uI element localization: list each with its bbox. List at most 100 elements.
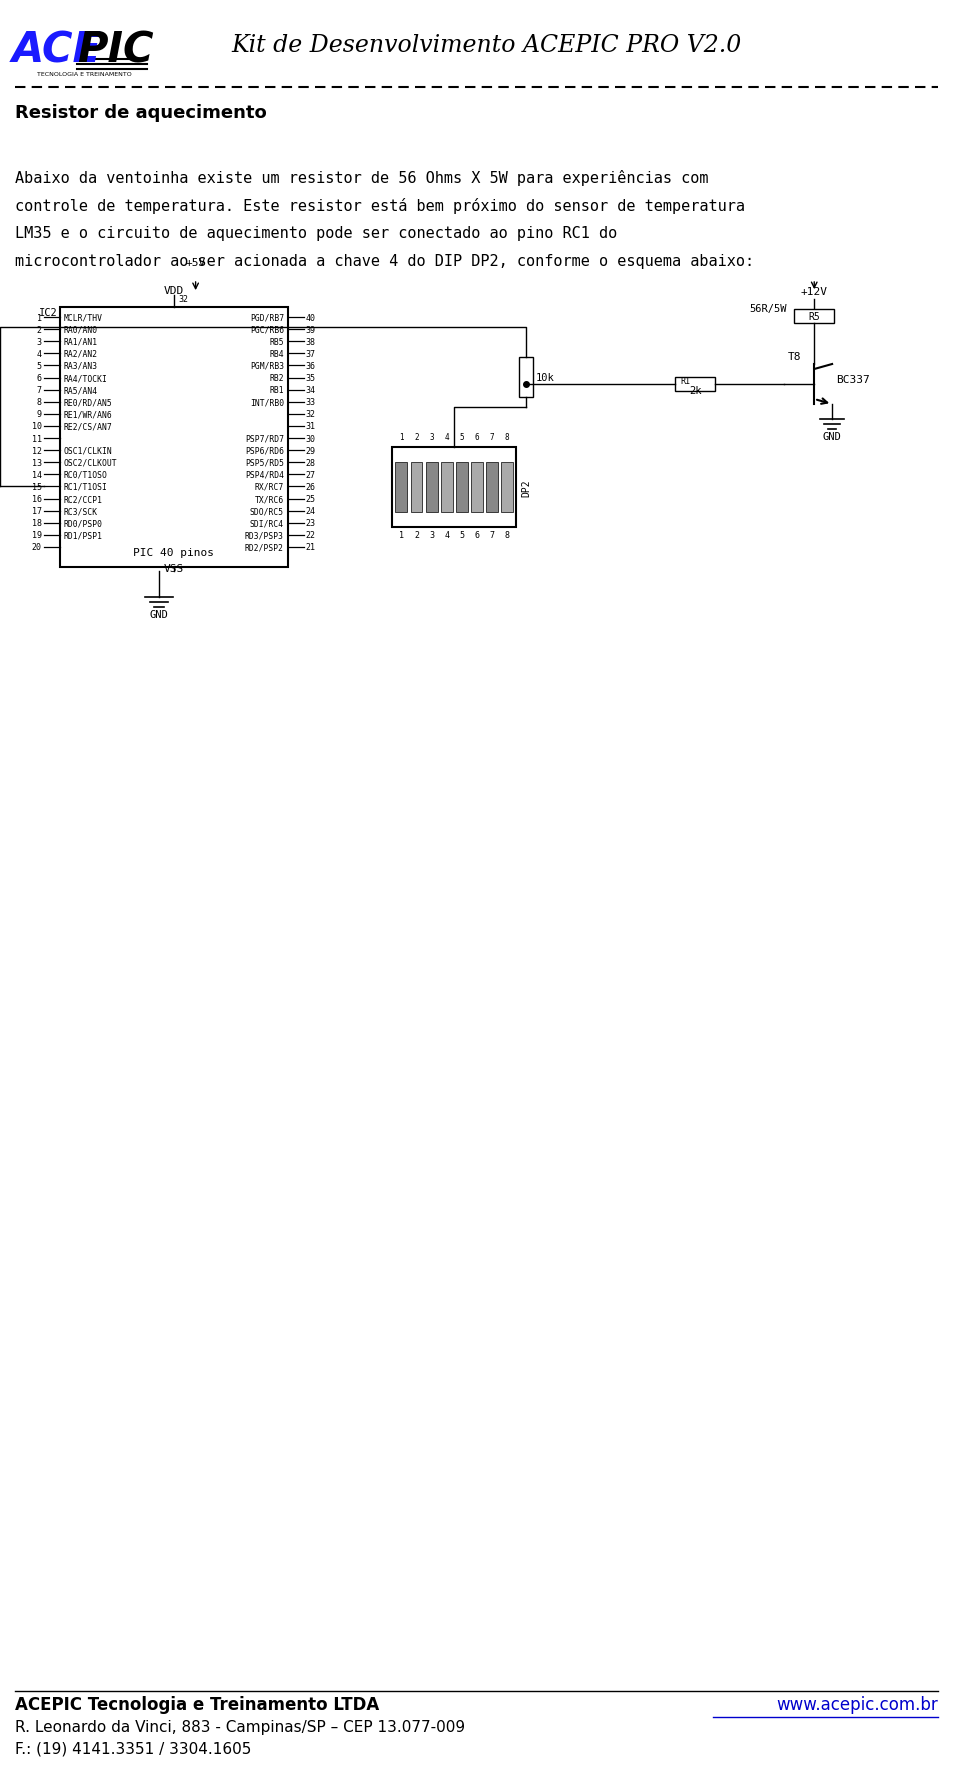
Text: T8: T8 — [787, 351, 802, 362]
Text: Resistor de aquecimento: Resistor de aquecimento — [15, 105, 267, 122]
Text: R5: R5 — [808, 312, 820, 323]
Text: 6: 6 — [474, 433, 479, 441]
Text: PSP5/RD5: PSP5/RD5 — [245, 459, 284, 468]
Bar — [411, 463, 422, 512]
Text: Abaixo da ventoinha existe um resistor de 56 Ohms X 5W para experiências com: Abaixo da ventoinha existe um resistor d… — [15, 170, 708, 186]
Text: 10k: 10k — [537, 372, 555, 383]
Text: IC2: IC2 — [38, 309, 58, 317]
Text: 1: 1 — [399, 433, 404, 441]
Text: 11: 11 — [32, 434, 41, 443]
Text: RC1/T1OSI: RC1/T1OSI — [63, 482, 108, 491]
Text: 21: 21 — [306, 543, 316, 551]
Text: 1: 1 — [36, 314, 41, 323]
Text: RC0/T1OSO: RC0/T1OSO — [63, 470, 108, 480]
Text: PGD/RB7: PGD/RB7 — [250, 314, 284, 323]
Text: +5V: +5V — [185, 257, 205, 268]
Text: RB1: RB1 — [270, 387, 284, 395]
Text: 4: 4 — [36, 349, 41, 358]
Text: 18: 18 — [32, 519, 41, 528]
Text: ACEPIC Tecnologia e Treinamento LTDA: ACEPIC Tecnologia e Treinamento LTDA — [15, 1695, 379, 1713]
Text: PSP6/RD6: PSP6/RD6 — [245, 447, 284, 456]
Text: 2k: 2k — [689, 387, 702, 395]
Text: 26: 26 — [306, 482, 316, 491]
Bar — [486, 463, 498, 512]
Text: 1: 1 — [399, 530, 404, 539]
Text: 3: 3 — [429, 433, 434, 441]
Bar — [441, 463, 453, 512]
Text: 32: 32 — [179, 294, 189, 303]
Text: PIC 40 pinos: PIC 40 pinos — [133, 548, 214, 558]
Text: 19: 19 — [32, 532, 41, 541]
Text: microcontrolador ao ser acionada a chave 4 do DIP DP2, conforme o esquema abaixo: microcontrolador ao ser acionada a chave… — [15, 254, 754, 269]
Text: 28: 28 — [306, 459, 316, 468]
Text: 22: 22 — [306, 532, 316, 541]
Text: 2: 2 — [414, 530, 419, 539]
Text: 3: 3 — [36, 337, 41, 346]
Bar — [393, 449, 516, 528]
Text: VDD: VDD — [163, 285, 184, 296]
Bar — [471, 463, 483, 512]
Text: RD3/PSP3: RD3/PSP3 — [245, 532, 284, 541]
Text: 8: 8 — [505, 433, 510, 441]
Text: TECNOLOGIA E TREINAMENTO: TECNOLOGIA E TREINAMENTO — [37, 73, 132, 76]
Text: 13: 13 — [32, 459, 41, 468]
Bar — [519, 358, 533, 397]
Text: VSS: VSS — [163, 564, 184, 574]
Text: RD1/PSP1: RD1/PSP1 — [63, 532, 103, 541]
Text: PIC: PIC — [78, 28, 154, 71]
Text: SDI/RC4: SDI/RC4 — [250, 519, 284, 528]
Text: 7: 7 — [490, 530, 494, 539]
Text: ACE: ACE — [12, 28, 102, 71]
Text: Kit de Desenvolvimento ACEPIC PRO V2.0: Kit de Desenvolvimento ACEPIC PRO V2.0 — [231, 34, 742, 57]
Text: PGC/RB6: PGC/RB6 — [250, 326, 284, 335]
Text: OSC2/CLKOUT: OSC2/CLKOUT — [63, 459, 117, 468]
Text: PSP7/RD7: PSP7/RD7 — [245, 434, 284, 443]
Text: 56R/5W: 56R/5W — [750, 303, 787, 314]
Text: PSP4/RD4: PSP4/RD4 — [245, 470, 284, 480]
Text: GND: GND — [150, 610, 168, 619]
Text: RA2/AN2: RA2/AN2 — [63, 349, 98, 358]
Text: 5: 5 — [460, 433, 464, 441]
Text: INT/RB0: INT/RB0 — [250, 397, 284, 408]
Text: SDO/RC5: SDO/RC5 — [250, 507, 284, 516]
Text: 3: 3 — [429, 530, 434, 539]
Text: 38: 38 — [306, 337, 316, 346]
Text: 32: 32 — [306, 410, 316, 418]
Text: 37: 37 — [306, 349, 316, 358]
Text: MCLR/THV: MCLR/THV — [63, 314, 103, 323]
Text: RC2/CCP1: RC2/CCP1 — [63, 495, 103, 504]
Text: 6: 6 — [36, 374, 41, 383]
Text: 36: 36 — [306, 362, 316, 371]
Text: 40: 40 — [306, 314, 316, 323]
Text: 17: 17 — [32, 507, 41, 516]
Text: TX/RC6: TX/RC6 — [254, 495, 284, 504]
Text: 4: 4 — [444, 530, 449, 539]
Bar — [396, 463, 407, 512]
Text: R1: R1 — [680, 376, 690, 385]
Text: 33: 33 — [306, 397, 316, 408]
Text: 8: 8 — [36, 397, 41, 408]
Text: RA0/AN0: RA0/AN0 — [63, 326, 98, 335]
Bar — [456, 463, 468, 512]
Text: 16: 16 — [32, 495, 41, 504]
Text: 15: 15 — [32, 482, 41, 491]
Text: LM35 e o circuito de aquecimento pode ser conectado ao pino RC1 do: LM35 e o circuito de aquecimento pode se… — [15, 225, 617, 241]
Text: 25: 25 — [306, 495, 316, 504]
Text: RE0/RD/AN5: RE0/RD/AN5 — [63, 397, 112, 408]
Text: RX/RC7: RX/RC7 — [254, 482, 284, 491]
Text: R. Leonardo da Vinci, 883 - Campinas/SP – CEP 13.077-009: R. Leonardo da Vinci, 883 - Campinas/SP … — [15, 1720, 465, 1734]
Text: 4: 4 — [444, 433, 449, 441]
Text: 29: 29 — [306, 447, 316, 456]
Text: 24: 24 — [306, 507, 316, 516]
Text: 2: 2 — [414, 433, 419, 441]
Text: www.acepic.com.br: www.acepic.com.br — [777, 1695, 938, 1713]
Text: RD2/PSP2: RD2/PSP2 — [245, 543, 284, 551]
Text: RB4: RB4 — [270, 349, 284, 358]
Text: RB5: RB5 — [270, 337, 284, 346]
Text: RA5/AN4: RA5/AN4 — [63, 387, 98, 395]
Text: 14: 14 — [32, 470, 41, 480]
Text: BC337: BC337 — [836, 374, 870, 385]
Text: 31: 31 — [306, 422, 316, 431]
Text: RA4/TOCKI: RA4/TOCKI — [63, 374, 108, 383]
Text: 8: 8 — [505, 530, 510, 539]
